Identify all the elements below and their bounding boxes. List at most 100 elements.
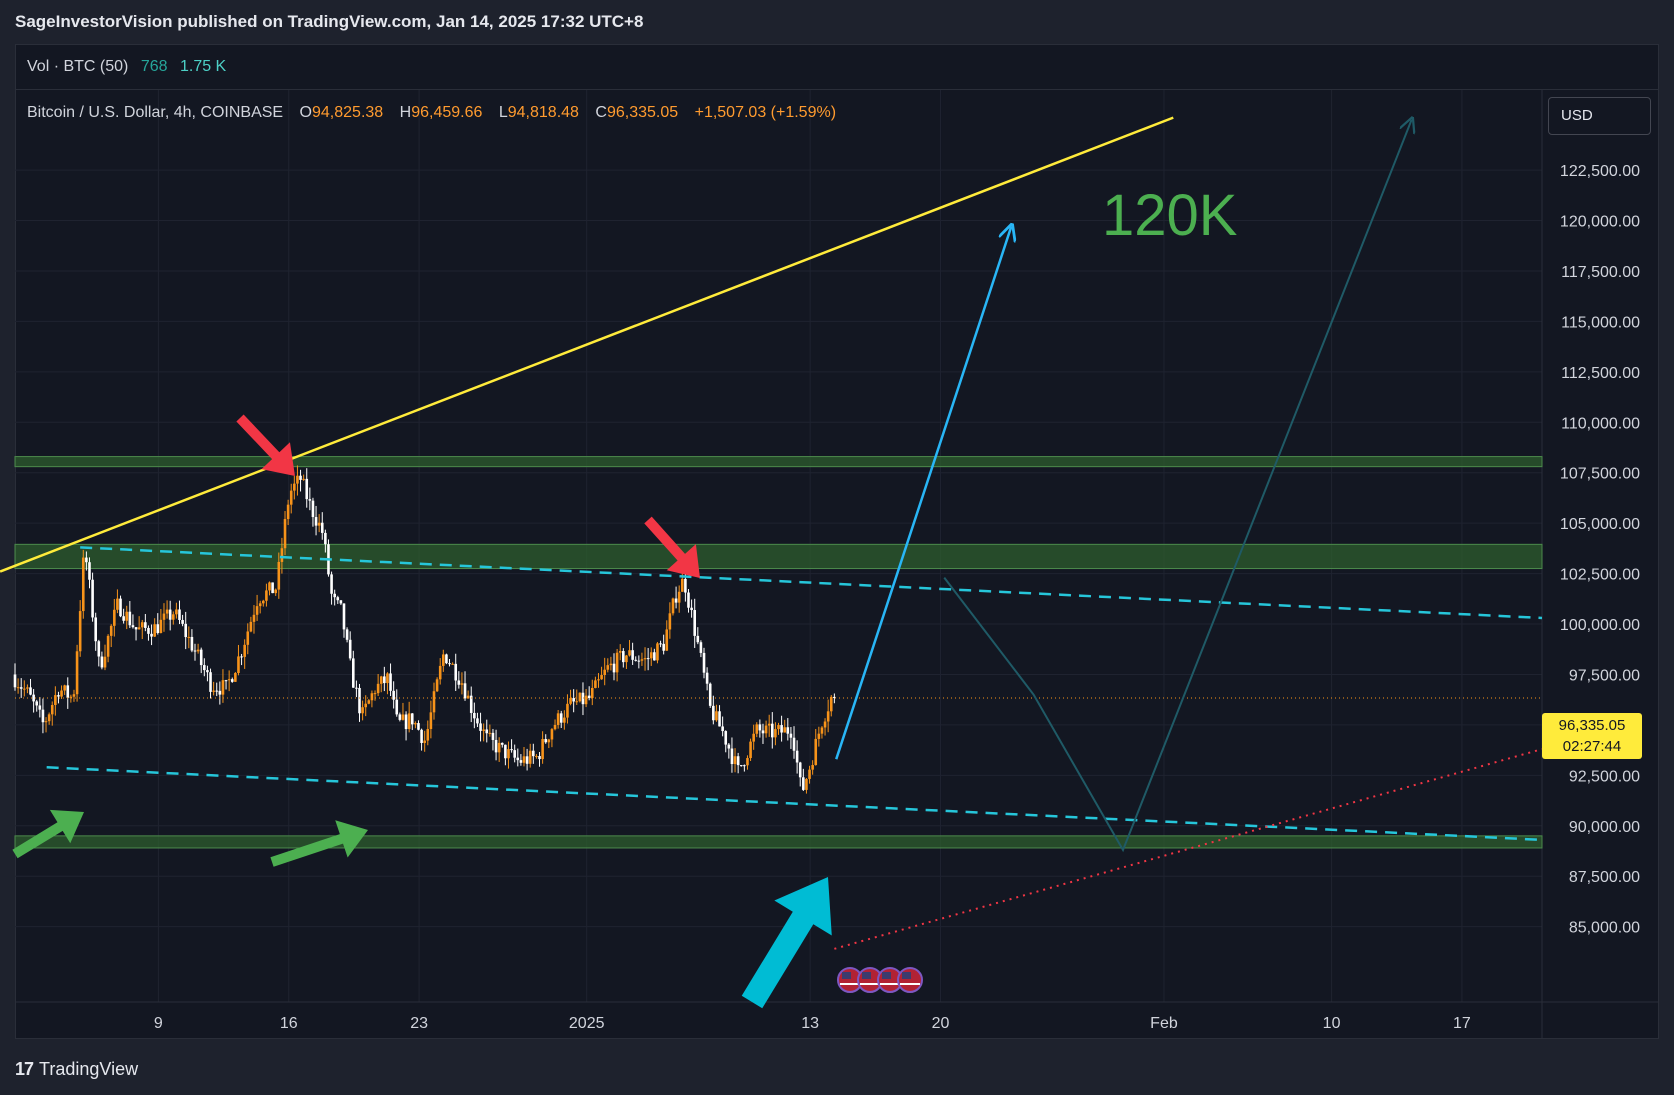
candle-body — [705, 672, 709, 684]
candle-body — [302, 478, 305, 480]
candle-body — [423, 740, 426, 743]
candle-body — [333, 593, 336, 598]
candle-body — [54, 695, 57, 706]
candle-body — [724, 731, 728, 745]
annotation-arrows — [12, 414, 923, 1009]
currency-selector[interactable]: USD — [1548, 97, 1651, 135]
candle-body — [547, 739, 551, 743]
candle-body — [656, 643, 659, 661]
green-arrow-icon — [270, 820, 368, 867]
candle-body — [81, 557, 85, 612]
candle-body — [94, 617, 97, 642]
candle-body — [165, 609, 169, 614]
candle-body — [643, 658, 647, 660]
candle-body — [75, 651, 79, 695]
close-label: C — [595, 104, 607, 121]
x-tick-label: 2025 — [569, 1015, 605, 1032]
candle-body — [252, 614, 256, 622]
candle-body — [702, 652, 706, 673]
candle-body — [224, 680, 228, 682]
candle-body — [26, 687, 29, 689]
support-zone — [14, 835, 1543, 849]
brand-name: TradingView — [39, 1058, 139, 1079]
candle-body — [504, 744, 507, 759]
candle-body — [128, 611, 132, 626]
last-price-tag: 96,335.05 02:27:44 — [1542, 713, 1642, 759]
candle-body — [162, 613, 166, 620]
candle-body — [78, 611, 82, 652]
candle-body — [286, 504, 290, 520]
candle-body — [618, 651, 622, 653]
high-label: H — [399, 104, 412, 121]
open-label: O — [299, 104, 312, 121]
candle-body — [767, 723, 771, 726]
candle-body — [507, 749, 510, 759]
x-tick-label: 20 — [932, 1015, 950, 1032]
candle-body — [674, 598, 678, 603]
candle-body — [379, 676, 383, 684]
candle-body — [376, 683, 380, 694]
candle-body — [199, 649, 203, 666]
candle-body — [283, 519, 287, 549]
resistance-zone — [14, 456, 1543, 468]
candle-body — [140, 622, 144, 628]
x-tick-label: 23 — [410, 1015, 428, 1032]
candle-body — [364, 703, 368, 708]
candle-body — [410, 713, 414, 725]
candle-body — [212, 690, 215, 692]
candle-body — [569, 698, 572, 704]
candle-body — [311, 500, 315, 518]
footer-brand[interactable]: 17 TradingView — [15, 1054, 138, 1084]
candle-body — [448, 663, 451, 665]
candle-body — [156, 624, 160, 633]
candle-body — [69, 696, 73, 698]
candle-body — [392, 690, 395, 700]
candle-body — [488, 732, 492, 734]
candle-body — [32, 694, 35, 702]
volume-value: 768 — [140, 58, 168, 75]
candle-body — [72, 694, 76, 697]
candle-body — [249, 621, 253, 632]
candle-body — [342, 603, 346, 630]
candle-body — [314, 517, 318, 526]
candle-body — [203, 665, 206, 671]
candle-body — [625, 655, 628, 663]
candle-body — [823, 721, 827, 728]
candle-body — [168, 609, 172, 620]
y-tick-label: 107,500.00 — [1560, 466, 1640, 483]
flag-canton — [882, 972, 891, 979]
candle-body — [572, 698, 575, 702]
flag-canton — [862, 972, 871, 979]
candle-body — [743, 765, 746, 767]
candle-body — [466, 695, 470, 699]
candle-body — [566, 703, 569, 718]
cyan-arrow-icon — [741, 877, 832, 1009]
candle-body — [662, 643, 665, 651]
candle-body — [60, 690, 63, 697]
volume-legend: Vol · BTC (50) 768 1.75 K — [15, 44, 1659, 90]
candle-body — [712, 705, 715, 721]
candle-body — [525, 756, 529, 764]
candle-body — [522, 756, 526, 763]
volume-label: Vol · BTC (50) — [27, 58, 129, 75]
candle-body — [296, 475, 299, 484]
y-tick-label: 115,000.00 — [1561, 314, 1640, 331]
candle-body — [789, 733, 793, 738]
candle-body — [38, 705, 42, 710]
us-flag-event-icon[interactable] — [897, 967, 923, 993]
last-price: 96,335.05 — [1558, 717, 1626, 734]
scenario-path-arrow — [943, 120, 1411, 853]
candle-body — [215, 690, 219, 692]
candle-body — [265, 590, 268, 601]
low-label: L — [498, 104, 508, 121]
candle-body — [544, 739, 548, 743]
candle-body — [473, 712, 476, 719]
candle-body — [429, 712, 433, 730]
close-value: 96,335.05 — [606, 104, 679, 121]
candle-body — [407, 713, 411, 730]
candle-body — [237, 656, 240, 674]
candle-body — [730, 748, 734, 765]
candle-body — [240, 656, 243, 658]
symbol-label: Bitcoin / U.S. Dollar, 4h, COINBASE — [27, 104, 284, 121]
